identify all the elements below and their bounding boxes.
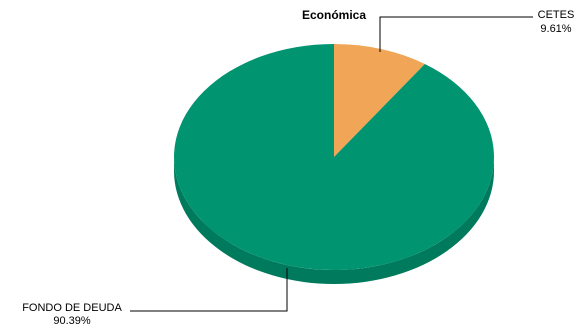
slice-cetes xyxy=(334,44,425,157)
slice-percent-fondo-de-deuda: 90.39% xyxy=(53,315,91,324)
leader-line-fondo xyxy=(130,268,288,312)
slice-label-cetes: CETES xyxy=(538,9,575,21)
leader-line-cetes xyxy=(379,16,533,52)
slice-label-fondo-de-deuda: FONDO DE DEUDA xyxy=(22,302,122,314)
chart-title: Económica xyxy=(302,8,366,22)
slice-percent-cetes: 9.61% xyxy=(540,23,571,35)
pie-tops xyxy=(174,43,495,271)
slice-fondo-de-deuda xyxy=(174,43,495,271)
